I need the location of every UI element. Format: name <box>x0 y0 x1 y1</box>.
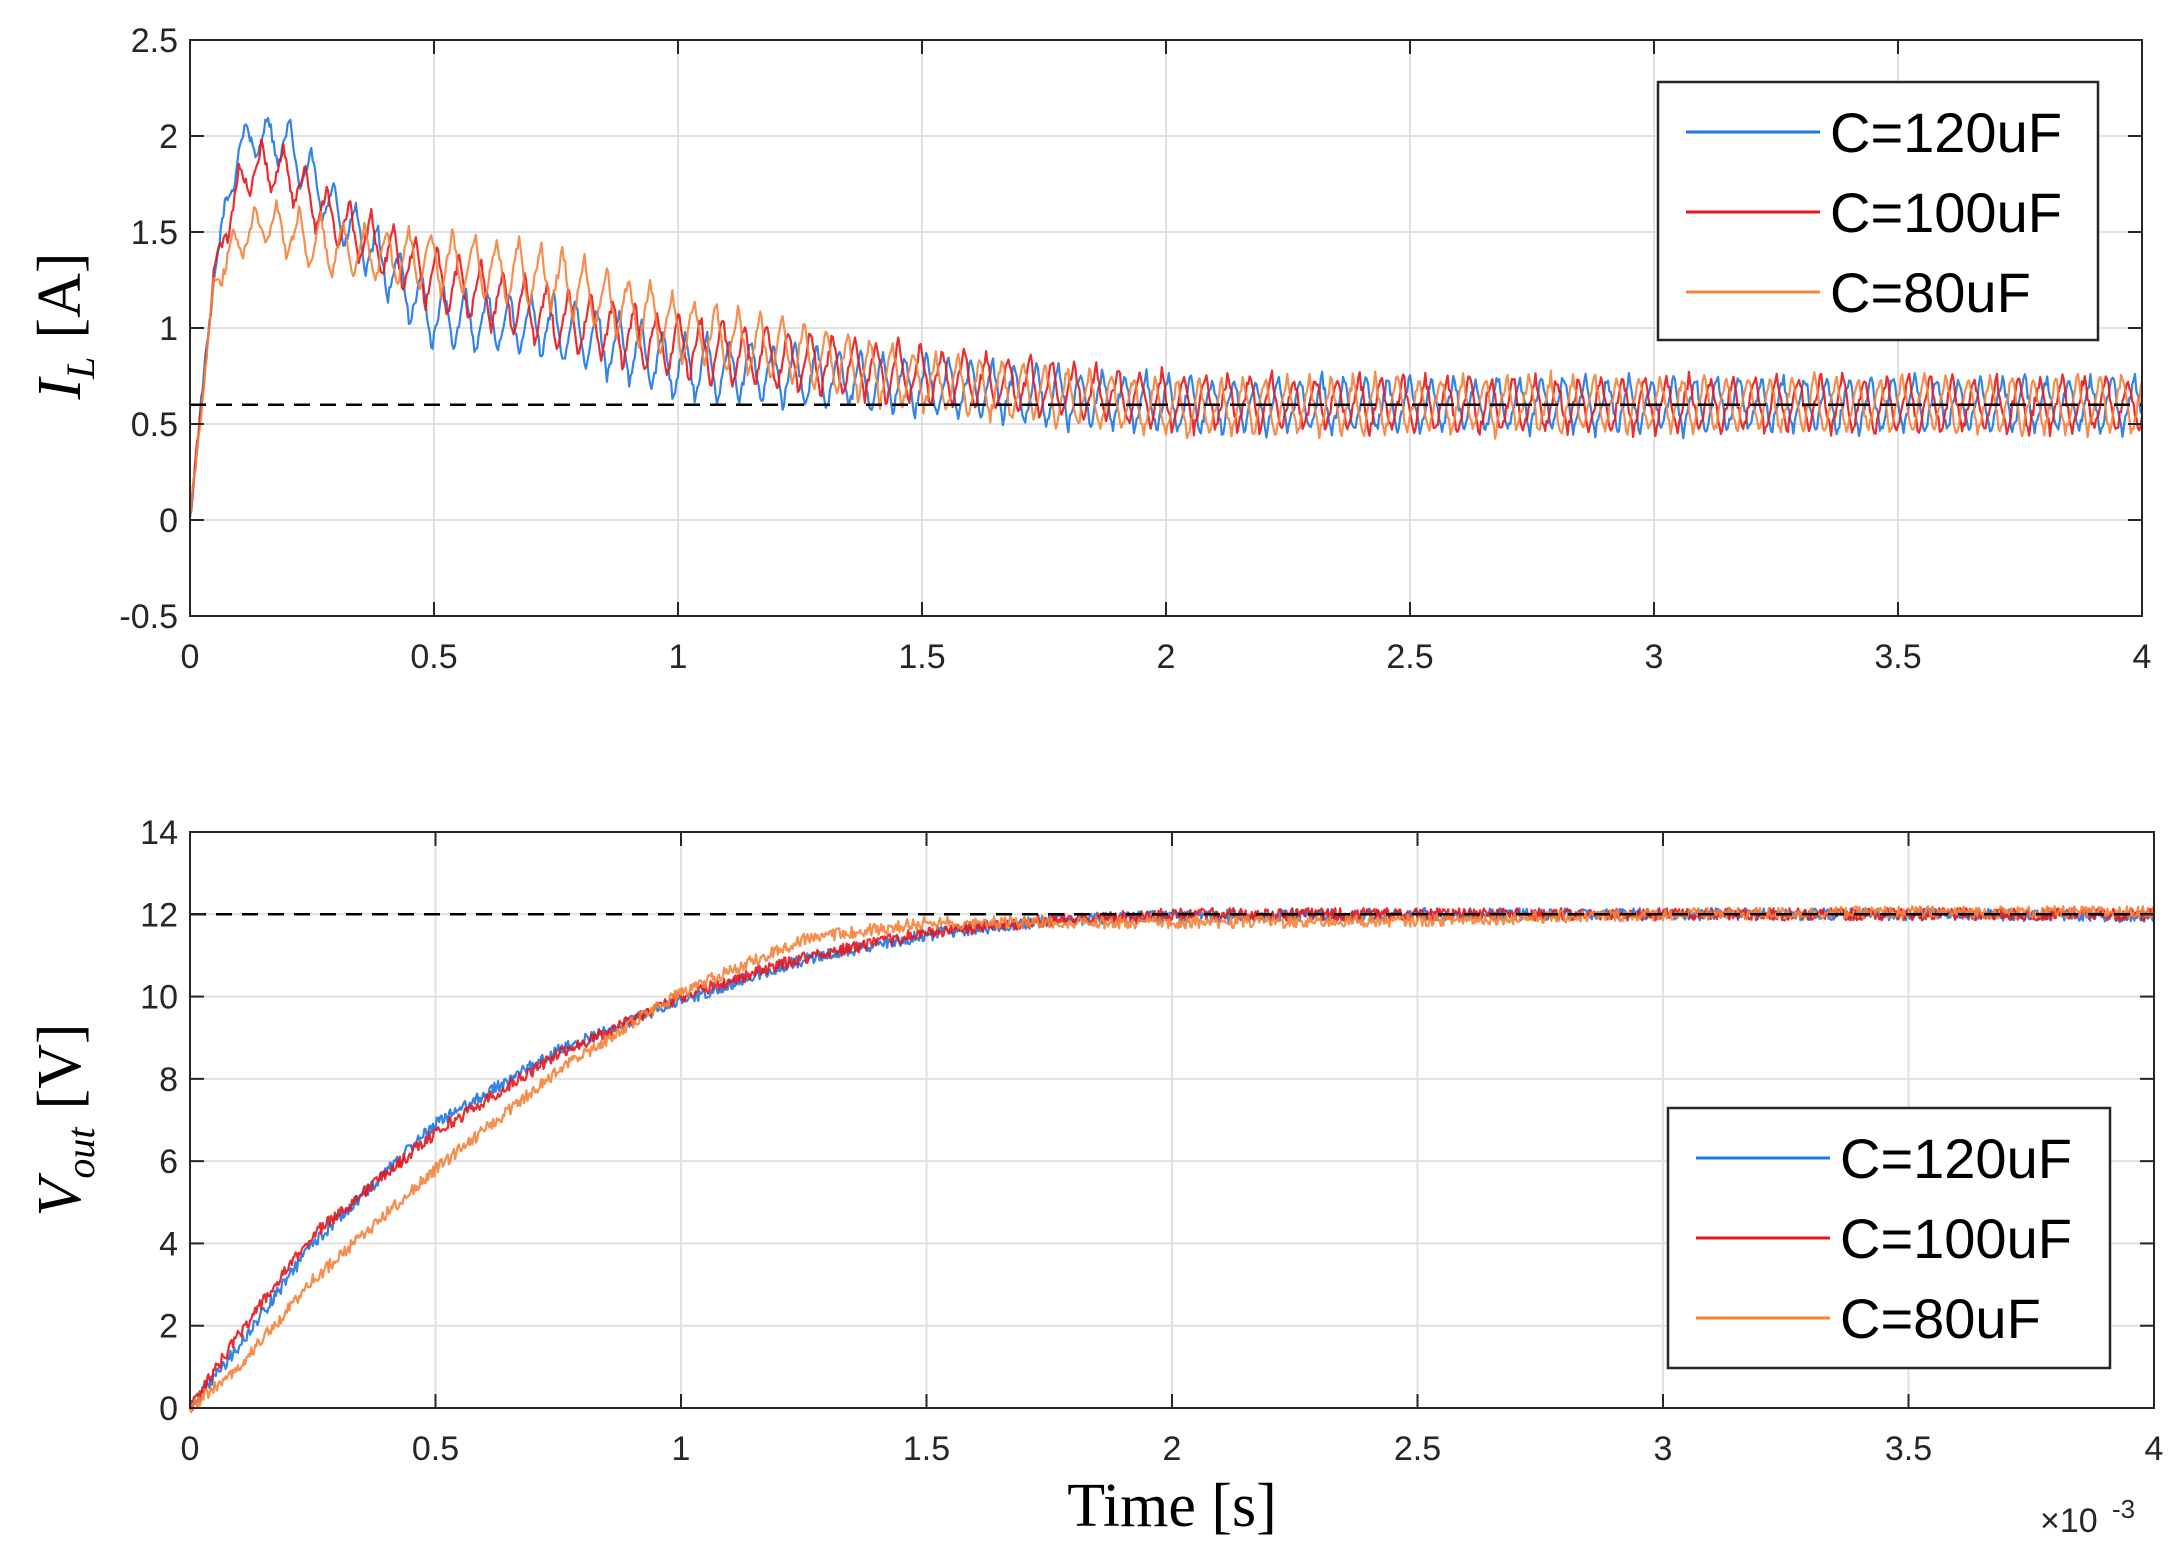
y-tick-label: -0.5 <box>119 598 178 636</box>
x-tick-label: 3 <box>1645 638 1664 676</box>
x-tick-label: 2.5 <box>1394 1430 1441 1468</box>
x-tick-label: 3.5 <box>1874 638 1921 676</box>
series-line-c-80uf <box>189 904 2156 1414</box>
x-tick-label: 0.5 <box>412 1430 459 1468</box>
y-tick-label: 6 <box>159 1143 178 1181</box>
x-exponent-label: ×10 -3 <box>2040 1494 2135 1540</box>
x-tick-label: 0 <box>181 638 200 676</box>
series-line-c-120uf <box>188 116 2143 517</box>
x-axis-label: Time [s] <box>1067 1472 1277 1540</box>
y-tick-label: 2 <box>159 118 178 156</box>
y-tick-label: 8 <box>159 1061 178 1099</box>
y-tick-label: 2 <box>159 1308 178 1346</box>
y-tick-label: 2.5 <box>131 22 178 60</box>
legend-entry-label: C=80uF <box>1840 1287 2041 1350</box>
x-tick-label: 2 <box>1163 1430 1182 1468</box>
x-tick-label: 4 <box>2133 638 2152 676</box>
x-tick-label: 0.5 <box>410 638 457 676</box>
x-tick-label: 4 <box>2145 1430 2164 1468</box>
x-tick-label: 3 <box>1654 1430 1673 1468</box>
legend-entry-label: C=100uF <box>1840 1207 2072 1270</box>
legend: C=120uF C=100uF C=80uF <box>1656 80 2100 342</box>
x-tick-label: 3.5 <box>1885 1430 1932 1468</box>
current-chart-panel: 0 0.5 1 1.5 2 2.5 3 3.5 4-0.500.511.522.5IL[A]C=… <box>26 22 2151 676</box>
legend-box <box>1666 1106 2112 1370</box>
y-tick-label: 12 <box>140 896 178 934</box>
series-line-c-80uf <box>188 199 2144 518</box>
y-tick-label: 1 <box>159 310 178 348</box>
x-tick-label: 2 <box>1157 638 1176 676</box>
exponent-power: -3 <box>2112 1494 2135 1524</box>
legend-entry-label: C=100uF <box>1830 181 2062 244</box>
y-tick-label: 0 <box>159 1390 178 1428</box>
y-tick-label: 1.5 <box>131 214 178 252</box>
y-axis-label: IL [A] <box>26 253 103 401</box>
y-tick-label: 14 <box>140 814 178 852</box>
x-tick-label: 1.5 <box>903 1430 950 1468</box>
x-tick-label: 0 <box>181 1430 200 1468</box>
y-axis-label-subscript: L <box>58 357 103 380</box>
y-axis-label-subscript: out <box>58 1127 103 1179</box>
x-tick-label: 1 <box>672 1430 691 1468</box>
voltage-chart-panel: 0 0.5 1 1.5 2 2.5 3 3.5 4 0 2 4 6 8 10 12 14 Vout [V] Time … <box>26 814 2163 1540</box>
y-tick-label: 10 <box>140 979 178 1017</box>
legend: C=120uF C=100uF C=80uF <box>1666 1106 2112 1370</box>
legend-entry-label: C=80uF <box>1830 261 2031 324</box>
series-line-c-100uf <box>188 138 2144 517</box>
x-tick-label: 1.5 <box>898 638 945 676</box>
x-tick-label: 2.5 <box>1386 638 1433 676</box>
legend-entry-label: C=120uF <box>1840 1127 2072 1190</box>
y-tick-label: 0 <box>159 502 178 540</box>
y-axis-label-unit: [A] <box>26 253 94 339</box>
exponent-base: ×10 <box>2040 1502 2098 1540</box>
y-axis-label-unit: [V] <box>26 1023 94 1109</box>
x-tick-label: 1 <box>669 638 688 676</box>
legend-entry-label: C=120uF <box>1830 101 2062 164</box>
y-axis-label-variable: V <box>26 1173 94 1217</box>
y-axis-label-variable: I <box>26 375 94 400</box>
y-tick-label: 4 <box>159 1225 178 1263</box>
y-axis-label: Vout [V] <box>26 1023 103 1216</box>
y-tick-label: 0.5 <box>131 406 178 444</box>
